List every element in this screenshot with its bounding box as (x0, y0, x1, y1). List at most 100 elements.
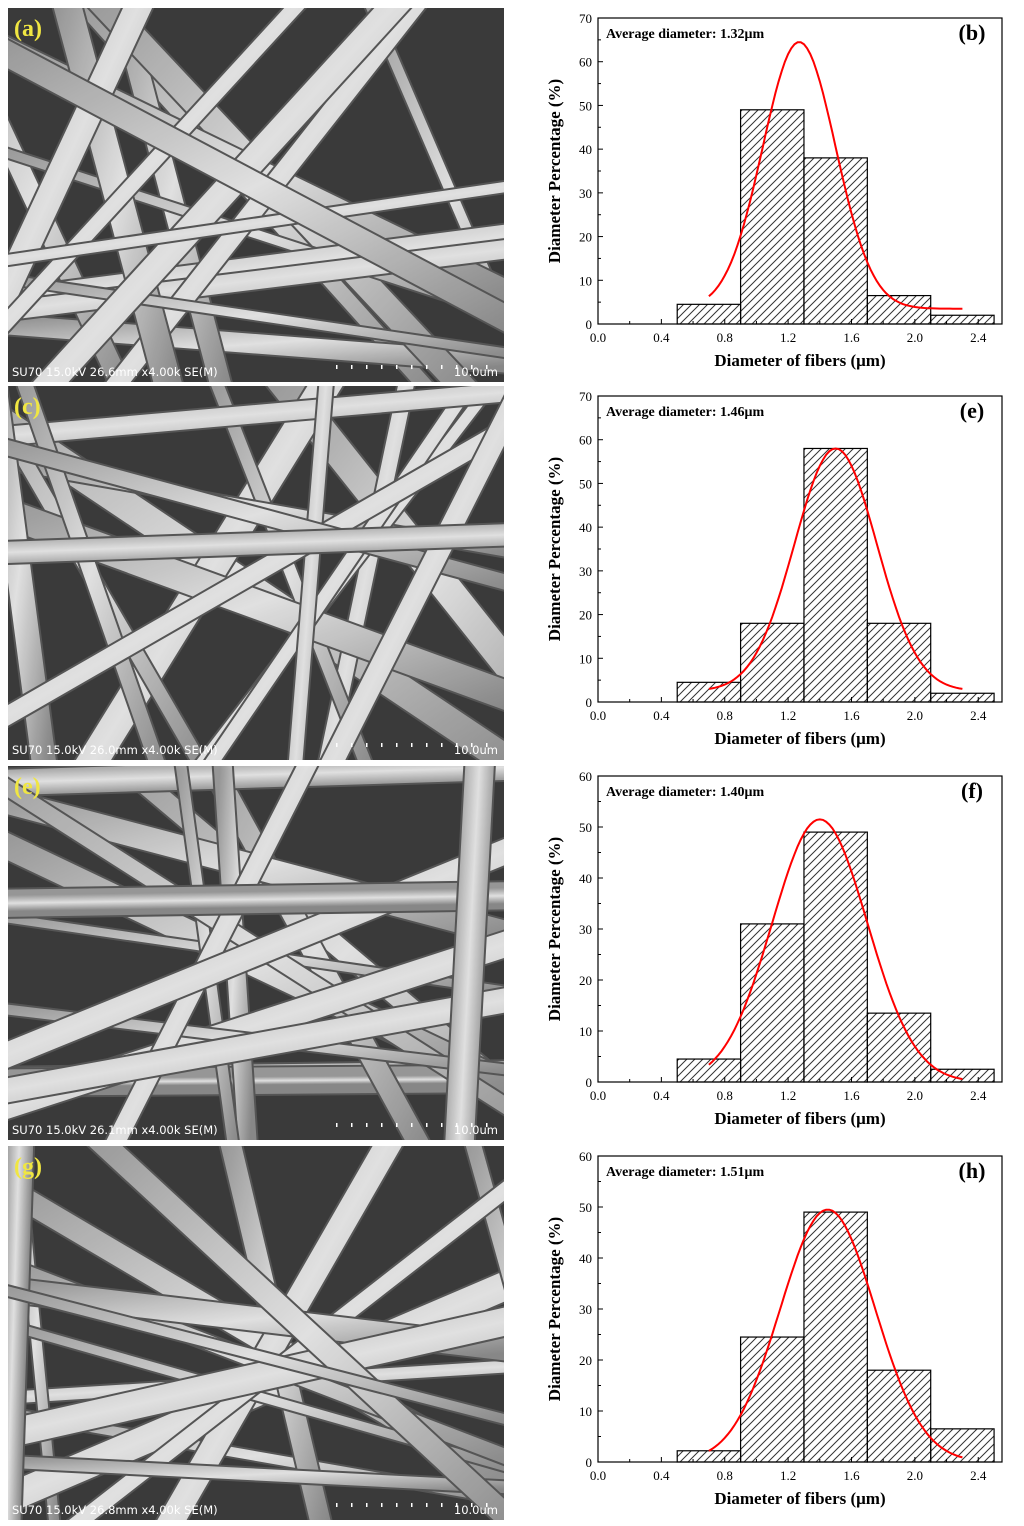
histogram-bar (676, 303, 742, 325)
y-tick-label: 20 (579, 973, 592, 988)
y-axis-label: Diameter Percentage (%) (545, 79, 564, 263)
fiber (8, 275, 504, 357)
scale-tick (351, 365, 353, 369)
y-tick-label: 50 (579, 476, 592, 491)
x-tick-label: 2.4 (970, 330, 987, 345)
scale-tick (411, 1123, 413, 1127)
scale-tick (426, 365, 428, 369)
y-tick-label: 0 (586, 695, 593, 710)
y-tick-label: 60 (579, 769, 592, 784)
fiber (8, 40, 504, 332)
fiber (8, 8, 305, 332)
x-tick-label: 0.0 (590, 330, 606, 345)
x-tick-label: 1.6 (843, 330, 860, 345)
scale-tick (426, 743, 428, 747)
fiber (8, 524, 504, 564)
scale-tick (486, 1503, 488, 1507)
y-tick-label: 20 (579, 608, 592, 623)
y-tick-label: 50 (579, 98, 592, 113)
x-tick-label: 0.4 (653, 330, 670, 345)
y-tick-label: 10 (579, 273, 592, 288)
x-axis-label: Diameter of fibers (μm) (714, 351, 885, 370)
histogram-bar (866, 1369, 932, 1463)
x-tick-label: 0.4 (653, 708, 670, 723)
sem-image: (a) SU70 15.0kV 26.6mm x4.00k SE(M) 10.0… (8, 8, 504, 382)
x-axis-label: Diameter of fibers (μm) (714, 729, 885, 748)
y-tick-label: 40 (579, 871, 592, 886)
fiber (289, 386, 333, 760)
y-tick-label: 70 (579, 389, 592, 404)
x-tick-label: 2.0 (907, 1468, 923, 1483)
scale-tick (336, 1123, 338, 1127)
x-tick-label: 2.4 (970, 708, 987, 723)
histogram-bar (803, 831, 868, 1083)
x-tick-label: 1.2 (780, 1088, 796, 1103)
gaussian-fit-curve (708, 818, 963, 1081)
y-tick-label: 0 (586, 317, 593, 332)
sem-info-bar: SU70 15.0kV 26.0mm x4.00k SE(M) (12, 743, 218, 757)
x-tick-label: 0.0 (590, 708, 606, 723)
scale-tick (351, 743, 353, 747)
x-tick-label: 0.8 (717, 1468, 733, 1483)
scale-tick (351, 1123, 353, 1127)
average-diameter-annotation: Average diameter: 1.32μm (606, 27, 764, 42)
y-tick-label: 60 (579, 433, 592, 448)
fiber (199, 766, 429, 1140)
y-tick-label: 50 (579, 1200, 592, 1215)
y-tick-label: 20 (579, 1353, 592, 1368)
y-tick-label: 10 (579, 1024, 592, 1039)
scale-tick (336, 365, 338, 369)
fiber (8, 419, 504, 726)
histogram-svg: 0.0 0.4 0.8 1.2 1.6 2.0 2.4 0 10 20 30 40 50 60 70 Diam… (545, 11, 1003, 370)
x-axis-label: Diameter of fibers (μm) (714, 1109, 885, 1128)
average-diameter-annotation: Average diameter: 1.40μm (606, 785, 764, 800)
y-tick-label: 20 (579, 230, 592, 245)
x-tick-label: 0.0 (590, 1088, 606, 1103)
y-tick-label: 40 (579, 142, 592, 157)
y-tick-label: 0 (586, 1075, 593, 1090)
panel-label: (b) (959, 20, 986, 45)
sem-info-bar: SU70 15.0kV 26.6mm x4.00k SE(M) (12, 365, 218, 379)
fiber (8, 839, 504, 1068)
scale-tick (411, 1503, 413, 1507)
gaussian-fit-curve (708, 1208, 963, 1459)
scale-tick (456, 365, 458, 369)
scale-tick (441, 1503, 443, 1507)
scale-bar-label: 10.0um (453, 1503, 498, 1517)
x-tick-label: 0.4 (653, 1088, 670, 1103)
scale-tick (456, 1123, 458, 1127)
gaussian-fit-curve (708, 447, 963, 690)
scale-bar-label: 10.0um (453, 365, 498, 379)
histogram-bar (866, 1012, 932, 1083)
x-tick-label: 2.4 (970, 1468, 987, 1483)
fiber (8, 988, 504, 1103)
fiber (8, 766, 504, 796)
histogram-bar (803, 447, 868, 703)
y-tick-label: 0 (586, 1455, 593, 1470)
fiber (205, 386, 478, 760)
panel-label: (e) (14, 774, 41, 800)
x-tick-label: 2.4 (970, 1088, 987, 1103)
y-tick-label: 40 (579, 520, 592, 535)
sem-image: (e) SU70 15.0kV 26.1mm x4.00k SE(M) 10.0… (8, 766, 504, 1140)
fiber (8, 1146, 34, 1520)
histogram-chart: 0.0 0.4 0.8 1.2 1.6 2.0 2.4 0 10 20 30 40 50 60 Diamet… (530, 760, 1024, 1140)
scale-tick (486, 1123, 488, 1127)
scale-tick (381, 1503, 383, 1507)
scale-tick (441, 743, 443, 747)
fiber (8, 1307, 504, 1448)
scale-tick (411, 743, 413, 747)
y-tick-label: 10 (579, 1404, 592, 1419)
y-tick-label: 60 (579, 1149, 592, 1164)
fiber (8, 182, 504, 266)
scale-tick (456, 1503, 458, 1507)
x-tick-label: 0.8 (717, 330, 733, 345)
x-tick-label: 0.0 (590, 1468, 606, 1483)
histogram-bar (676, 1450, 742, 1463)
scale-tick (471, 1123, 473, 1127)
fiber (8, 386, 504, 445)
sem-info-bar: SU70 15.0kV 26.8mm x4.00k SE(M) (12, 1503, 218, 1517)
panel-label: (f) (961, 778, 983, 803)
panel-label: (g) (14, 1154, 42, 1180)
average-diameter-annotation: Average diameter: 1.46μm (606, 405, 764, 420)
